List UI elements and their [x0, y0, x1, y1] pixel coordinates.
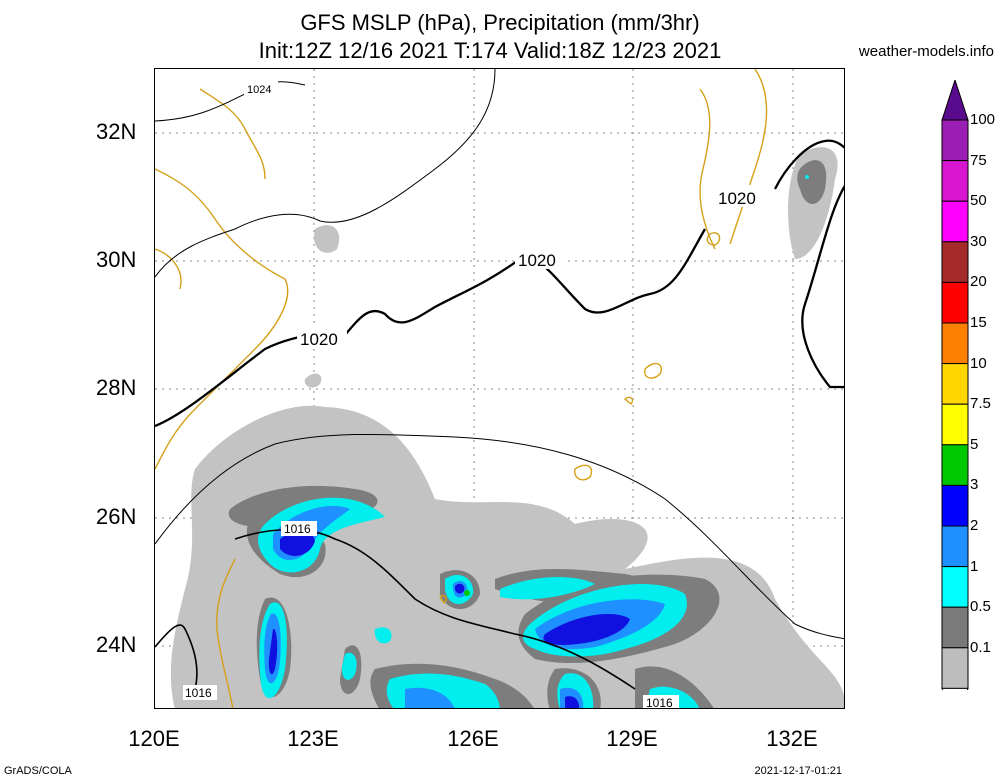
footer-grads: GrADS/COLA [4, 765, 72, 777]
colorbar-swatch [941, 606, 969, 649]
colorbar-level-label: 75 [970, 151, 987, 169]
colorbar-level-label: 10 [970, 354, 987, 372]
lon-label-129e: 129E [606, 726, 658, 751]
isobar-label-1016-c: 1016 [646, 696, 673, 709]
precip-3 [268, 530, 630, 708]
colorbar-level-label: 15 [970, 314, 987, 331]
lat-label-32n: 32N [96, 119, 137, 144]
isobar-label-1020-a: 1020 [300, 330, 338, 349]
isobar-label-1020-b: 1020 [518, 251, 556, 270]
colorbar-level-label: 5 [970, 435, 979, 453]
lat-label-24n: 24N [96, 632, 137, 657]
lon-label-120e: 120E [128, 726, 180, 751]
colorbar-swatch [941, 525, 969, 568]
colorbar [940, 78, 1000, 728]
colorbar-swatch [941, 403, 969, 446]
colorbar-level-label: 0.5 [970, 598, 991, 616]
colorbar-top-arrow [941, 78, 969, 121]
colorbar-swatch [941, 484, 969, 527]
isobar-labels: 1024 1020 1020 1020 1016 1016 1016 [183, 81, 765, 709]
isobar-label-1016-a: 1016 [284, 522, 311, 536]
colorbar-swatch [941, 119, 969, 162]
colorbar-swatch [941, 566, 969, 608]
isobar-label-1024: 1024 [247, 84, 271, 96]
isobars [155, 69, 844, 690]
coastlines [155, 69, 768, 708]
colorbar-level-label: 50 [970, 192, 987, 210]
colorbar-level-label: 20 [970, 273, 987, 291]
lon-label-132e: 132E [766, 726, 818, 751]
colorbar-level-label: 7.5 [970, 395, 991, 413]
colorbar-svg [941, 78, 969, 728]
colorbar-level-label: 1 [970, 557, 979, 575]
lon-label-126e: 126E [447, 726, 499, 751]
colorbar-level-label: 100 [970, 111, 996, 128]
map-panel: 1024 1020 1020 1020 1016 1016 1016 [154, 68, 845, 709]
colorbar-swatch [941, 444, 969, 486]
footer-timestamp: 2021-12-17-01:21 [754, 765, 842, 777]
colorbar-swatch [941, 322, 969, 365]
colorbar-swatch [941, 241, 969, 283]
isobar-label-1016-b: 1016 [185, 686, 212, 700]
colorbar-level-label: 2 [970, 517, 979, 534]
colorbar-swatch [941, 281, 969, 324]
colorbar-level-label: 30 [970, 232, 987, 250]
map-canvas: 1024 1020 1020 1020 1016 1016 1016 [155, 69, 844, 709]
colorbar-swatch [941, 200, 969, 243]
colorbar-level-label: 0.1 [970, 638, 991, 656]
site-label: weather-models.info [858, 43, 994, 60]
lat-label-28n: 28N [96, 375, 137, 400]
lat-label-26n: 26N [96, 504, 137, 529]
colorbar-bottom-arrow [941, 687, 969, 728]
lon-label-123e: 123E [287, 726, 339, 751]
colorbar-swatch [941, 160, 969, 202]
colorbar-level-label: 3 [970, 476, 979, 494]
colorbar-swatch [941, 363, 969, 405]
chart-title-line1: GFS MSLP (hPa), Precipitation (mm/3hr) [300, 10, 700, 35]
lat-label-30n: 30N [96, 247, 137, 272]
colorbar-swatch [941, 647, 969, 689]
chart-title-line2: Init:12Z 12/16 2021 T:174 Valid:18Z 12/2… [258, 38, 722, 63]
isobar-label-1020-c: 1020 [718, 189, 756, 208]
